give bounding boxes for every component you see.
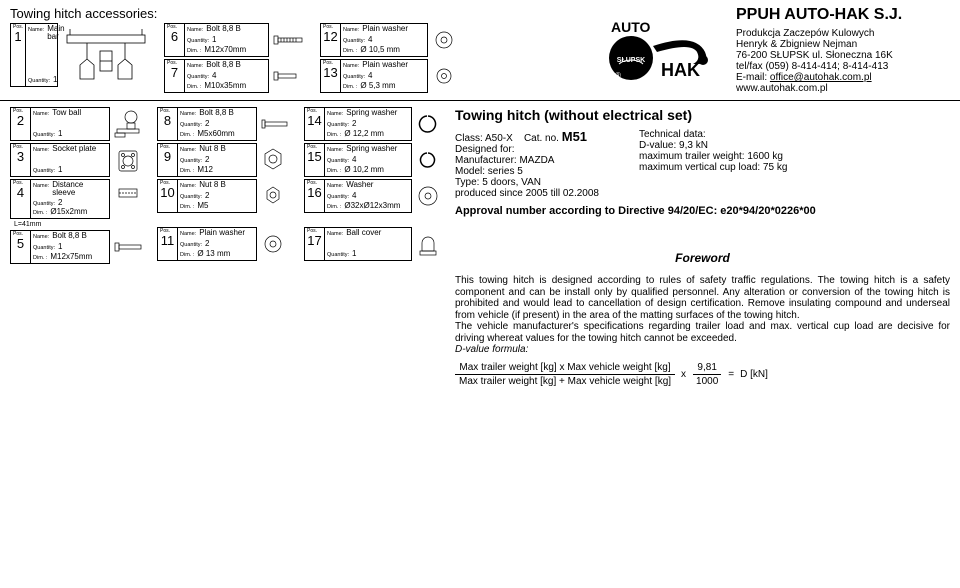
nut-icon: [260, 143, 286, 177]
logo: AUTO SŁUPSK ® HAK: [600, 6, 730, 94]
company-web: www.autohak.com.pl: [736, 83, 950, 94]
approval-line: Approval number according to Directive 9…: [455, 205, 950, 217]
lower-section: Pos.2 Name:Tow ball Quantity:1 Pos.3 Nam…: [0, 100, 960, 388]
washer-icon: [431, 59, 457, 93]
part-9: Pos.9 Name:Nut 8 B Quantity:2 Dim. :M12: [157, 143, 257, 177]
bolt-icon: [113, 230, 143, 264]
part-15: Pos.15 Name:Spring washer Quantity:4 Dim…: [304, 143, 412, 177]
foreword-body: This towing hitch is designed according …: [455, 275, 950, 388]
washer-icon: [415, 179, 441, 213]
top-section: Towing hitch accessories: Pos. 1 Name:Ma…: [0, 0, 960, 96]
svg-text:SŁUPSK: SŁUPSK: [617, 57, 645, 64]
foreword-title: Foreword: [455, 251, 950, 265]
main-title: Towing hitch (without electrical set): [455, 107, 950, 123]
part-1: Pos. 1 Name:Main bar Quantity:1: [10, 23, 58, 87]
part-6: Pos.6 Name:Bolt 8,8 B Quantity:1 Dim. :M…: [164, 23, 269, 57]
bolt-icon: [272, 59, 306, 93]
spec-section: Towing hitch (without electrical set) Cl…: [441, 107, 950, 388]
part-4: Pos.4 Name:Distance sleeve Quantity:2 Di…: [10, 179, 110, 219]
nut-icon: [260, 179, 286, 213]
spring-washer-icon: [415, 107, 441, 141]
cat-no: M51: [562, 129, 587, 144]
bolt-icon: [260, 107, 290, 141]
parts-grid-top: Pos. 1 Name:Main bar Quantity:1: [10, 23, 600, 93]
accessories-title: Towing hitch accessories:: [10, 6, 600, 21]
part-4-note: L=41mm: [10, 221, 143, 228]
email-link[interactable]: office@autohak.com.pl: [770, 72, 872, 83]
part-16: Pos.16 Name:Washer Quantity:4 Dim. :Ø32x…: [304, 179, 412, 213]
logo-right-text: HAK: [661, 60, 700, 80]
company-info: PPUH AUTO-HAK S.J. Produkcja Zaczepów Ku…: [730, 6, 950, 94]
part-11: Pos.11 Name:Plain washer Quantity:2 Dim.…: [157, 227, 257, 261]
part-8: Pos.8 Name:Bolt 8,8 B Quantity:2 Dim. :M…: [157, 107, 257, 141]
sleeve-icon: [113, 179, 143, 219]
part-2: Pos.2 Name:Tow ball Quantity:1: [10, 107, 110, 141]
part-3: Pos.3 Name:Socket plate Quantity:1: [10, 143, 110, 177]
part-14: Pos.14 Name:Spring washer Quantity:2 Dim…: [304, 107, 412, 141]
socket-plate-icon: [113, 143, 143, 177]
bolt-icon: [272, 23, 306, 57]
part-17: Pos.17 Name:Ball cover Quantity:1: [304, 227, 412, 261]
ball-cover-icon: [415, 227, 441, 261]
part-12: Pos.12 Name:Plain washer Quantity:4 Dim.…: [320, 23, 428, 57]
spring-washer-icon: [415, 143, 441, 177]
part-7: Pos.7 Name:Bolt 8,8 B Quantity:4 Dim. :M…: [164, 59, 269, 93]
tow-ball-icon: [113, 107, 143, 141]
washer-icon: [431, 23, 457, 57]
logo-top-text: AUTO: [611, 19, 651, 35]
washer-icon: [260, 227, 286, 261]
company-name: PPUH AUTO-HAK S.J.: [736, 6, 950, 24]
parts-area: Towing hitch accessories: Pos. 1 Name:Ma…: [10, 6, 600, 94]
parts-lower: Pos.2 Name:Tow ball Quantity:1 Pos.3 Nam…: [10, 107, 441, 388]
part-10: Pos.10 Name:Nut 8 B Quantity:2 Dim. :M5: [157, 179, 257, 213]
svg-text:®: ®: [615, 71, 621, 80]
part-13: Pos.13 Name:Plain washer Quantity:4 Dim.…: [320, 59, 428, 93]
part-5: Pos.5 Name:Bolt 8,8 B Quantity:1 Dim. :M…: [10, 230, 110, 264]
d-value-formula: Max trailer weight [kg] x Max vehicle we…: [455, 362, 950, 388]
main-bar-drawing: [62, 23, 150, 87]
